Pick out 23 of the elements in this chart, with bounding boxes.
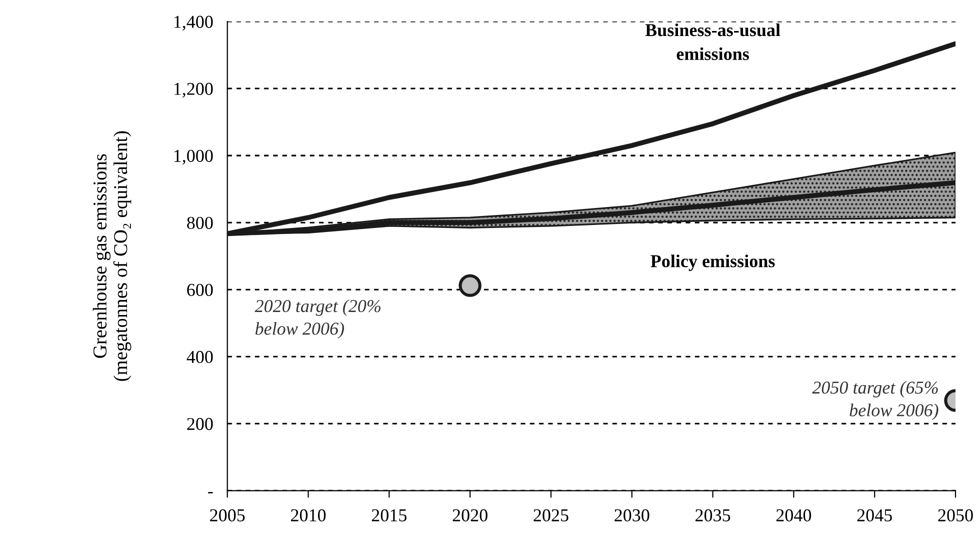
x-tick-label: 2005 [210,509,245,522]
annotation: 2050 target (65% below 2006) [812,381,938,420]
y-tick-label: 1,400 [174,16,213,31]
x-tick-label: 2045 [857,509,892,522]
y-tick-label: - [208,492,213,494]
x-tick-label: 2040 [776,509,812,522]
y-tick-label: 200 [187,418,213,430]
x-tick-label: 2030 [614,509,650,522]
annotation: 2020 target (20% below 2006) [254,299,380,338]
text: Policy emissions [650,254,775,271]
x-tick-label: 2050 [938,509,973,522]
x-tick-label: 2015 [372,509,407,522]
x-tick-label: 2035 [696,509,730,522]
x-tick-label: 2020 [452,509,488,522]
y-tick-label: 800 [187,216,213,230]
y-axis-title: Greenhouse gas emissions (megatonnes of CO₂ equivalent) [92,131,132,381]
y-tick-label: 1,000 [174,150,213,165]
y-tick-label: 600 [187,284,213,296]
y-tick-label: 1,200 [174,82,213,98]
y-tick-label: 400 [186,350,213,364]
x-tick-label: 2010 [291,509,326,522]
text: Business-as-usual emissions [645,24,780,60]
x-tick-label: 2025 [534,509,568,522]
